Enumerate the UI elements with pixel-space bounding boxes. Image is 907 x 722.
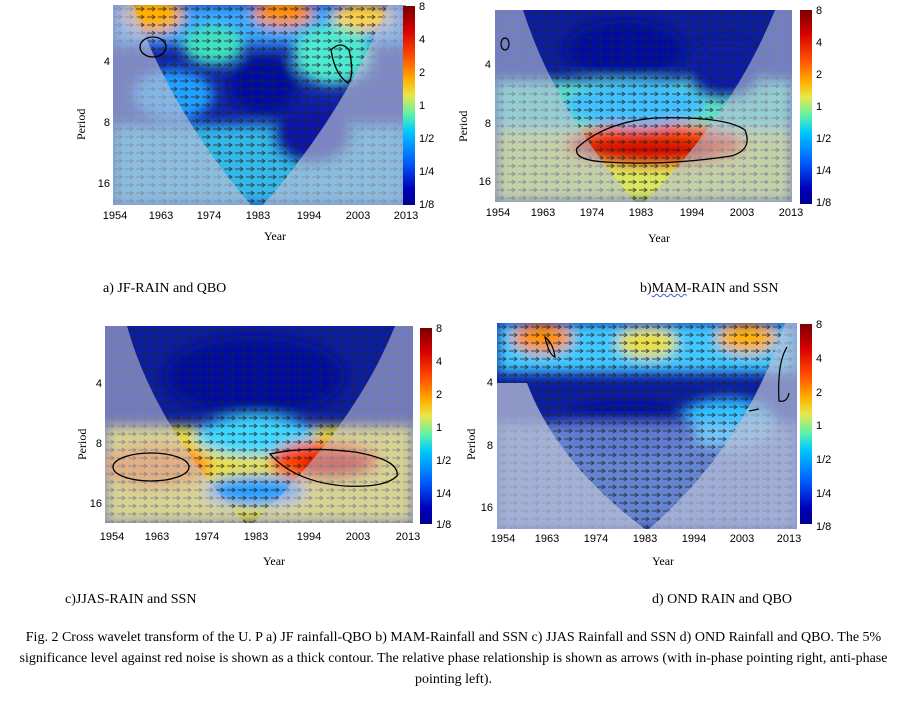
x-tick: 1954 bbox=[485, 207, 511, 219]
colorbar-gradient bbox=[800, 324, 812, 524]
cbar-tick: 1 bbox=[436, 422, 443, 434]
x-axis-label: Year bbox=[647, 231, 671, 245]
x-tick: 1954 bbox=[490, 533, 516, 545]
figure-caption: Fig. 2 Cross wavelet transform of the U.… bbox=[19, 630, 888, 687]
y-tick: 4 bbox=[484, 59, 491, 71]
cbar-tick: 1/4 bbox=[816, 488, 832, 500]
x-tick: 1983 bbox=[628, 207, 654, 219]
subfigure-caption-b: b)MAM-RAIN and SSN bbox=[640, 281, 779, 296]
x-tick: 1994 bbox=[296, 531, 322, 543]
cbar-tick: 1/2 bbox=[816, 133, 832, 145]
cbar-tick: 1 bbox=[816, 420, 823, 432]
x-tick: 1963 bbox=[148, 210, 174, 222]
y-tick: 4 bbox=[486, 377, 493, 389]
x-axis-label: Year bbox=[262, 554, 286, 568]
y-tick: 8 bbox=[484, 118, 491, 130]
x-axis-label: Year bbox=[651, 554, 675, 568]
cbar-tick: 1 bbox=[816, 101, 823, 113]
y-tick: 8 bbox=[103, 117, 110, 129]
cbar-tick: 1/8 bbox=[436, 519, 452, 531]
cbar-tick: 1/4 bbox=[419, 166, 435, 178]
x-tick: 2003 bbox=[729, 207, 755, 219]
y-tick: 16 bbox=[89, 498, 102, 510]
cbar-tick: 8 bbox=[816, 319, 823, 331]
cbar-tick: 4 bbox=[816, 353, 823, 365]
cbar-tick: 4 bbox=[436, 356, 443, 368]
wavelet-plot-d bbox=[497, 323, 797, 529]
y-tick: 4 bbox=[103, 56, 110, 68]
subfigure-caption-d: d) OND RAIN and QBO bbox=[652, 592, 792, 607]
y-tick: 16 bbox=[478, 176, 491, 188]
cbar-tick: 1/2 bbox=[419, 133, 435, 145]
x-tick: 1974 bbox=[583, 533, 609, 545]
cbar-tick: 4 bbox=[816, 37, 823, 49]
cbar-tick: 2 bbox=[436, 389, 443, 401]
colorbar-gradient bbox=[403, 6, 415, 205]
cbar-tick: 1 bbox=[419, 100, 426, 112]
cbar-tick: 1/4 bbox=[816, 165, 832, 177]
y-tick: 16 bbox=[97, 178, 110, 190]
y-axis-label: Period bbox=[456, 110, 470, 142]
x-tick: 2013 bbox=[778, 207, 804, 219]
x-tick: 2013 bbox=[393, 210, 419, 222]
wavelet-svg-c bbox=[105, 326, 413, 523]
x-axis-label: Year bbox=[263, 229, 287, 243]
x-tick: 1983 bbox=[245, 210, 271, 222]
colorbar-d: 8 4 2 1 1/2 1/4 1/8 bbox=[800, 320, 831, 533]
y-tick: 8 bbox=[486, 440, 493, 452]
y-tick: 4 bbox=[95, 378, 102, 390]
wavelet-svg-d bbox=[497, 323, 797, 529]
x-tick: 1954 bbox=[102, 210, 128, 222]
colorbar-b: 8 4 2 1 1/2 1/4 1/8 bbox=[800, 6, 831, 209]
x-tick: 1963 bbox=[530, 207, 556, 219]
cbar-tick: 2 bbox=[419, 67, 426, 79]
cbar-tick: 1/8 bbox=[816, 521, 832, 533]
x-tick: 2003 bbox=[345, 531, 371, 543]
x-tick: 1994 bbox=[296, 210, 322, 222]
x-tick: 1983 bbox=[243, 531, 269, 543]
x-tick: 2013 bbox=[395, 531, 421, 543]
wavelet-svg-b bbox=[495, 10, 792, 202]
y-tick: 16 bbox=[480, 502, 493, 514]
colorbar-gradient bbox=[800, 10, 812, 204]
cbar-tick: 1/2 bbox=[436, 455, 452, 467]
wavelet-plot-b bbox=[495, 10, 792, 202]
cbar-tick: 8 bbox=[419, 1, 426, 13]
y-tick: 8 bbox=[95, 438, 102, 450]
x-tick: 1994 bbox=[681, 533, 707, 545]
wavelet-svg-a bbox=[113, 5, 406, 205]
y-axis-label: Period bbox=[75, 428, 89, 460]
x-tick: 1954 bbox=[99, 531, 125, 543]
colorbar-gradient bbox=[420, 328, 432, 524]
x-tick: 1994 bbox=[679, 207, 705, 219]
cbar-tick: 1/2 bbox=[816, 454, 832, 466]
cbar-tick: 1/8 bbox=[419, 199, 435, 211]
cbar-tick: 1/4 bbox=[436, 488, 452, 500]
cbar-tick: 2 bbox=[816, 387, 823, 399]
cbar-tick: 8 bbox=[816, 5, 823, 17]
subfigure-caption-a: a) JF-RAIN and QBO bbox=[103, 281, 227, 296]
y-axis-label: Period bbox=[464, 428, 478, 460]
x-tick: 1974 bbox=[196, 210, 222, 222]
cbar-tick: 4 bbox=[419, 34, 426, 46]
cbar-tick: 1/8 bbox=[816, 197, 832, 209]
wavelet-plot-c bbox=[105, 326, 413, 523]
x-tick: 1974 bbox=[579, 207, 605, 219]
y-axis-label: Period bbox=[74, 108, 88, 140]
x-tick: 2013 bbox=[776, 533, 802, 545]
wavelet-plot-a bbox=[113, 5, 406, 205]
x-tick: 1963 bbox=[534, 533, 560, 545]
x-tick: 1963 bbox=[144, 531, 170, 543]
x-tick: 1983 bbox=[632, 533, 658, 545]
x-tick: 2003 bbox=[729, 533, 755, 545]
x-tick: 2003 bbox=[345, 210, 371, 222]
cbar-tick: 2 bbox=[816, 69, 823, 81]
colorbar-a: 8 4 2 1 1/2 1/4 1/8 bbox=[403, 2, 434, 211]
colorbar-c: 8 4 2 1 1/2 1/4 1/8 bbox=[420, 324, 451, 531]
x-tick: 1974 bbox=[194, 531, 220, 543]
cbar-tick: 8 bbox=[436, 323, 443, 335]
subfigure-caption-c: c)JJAS-RAIN and SSN bbox=[65, 592, 197, 607]
